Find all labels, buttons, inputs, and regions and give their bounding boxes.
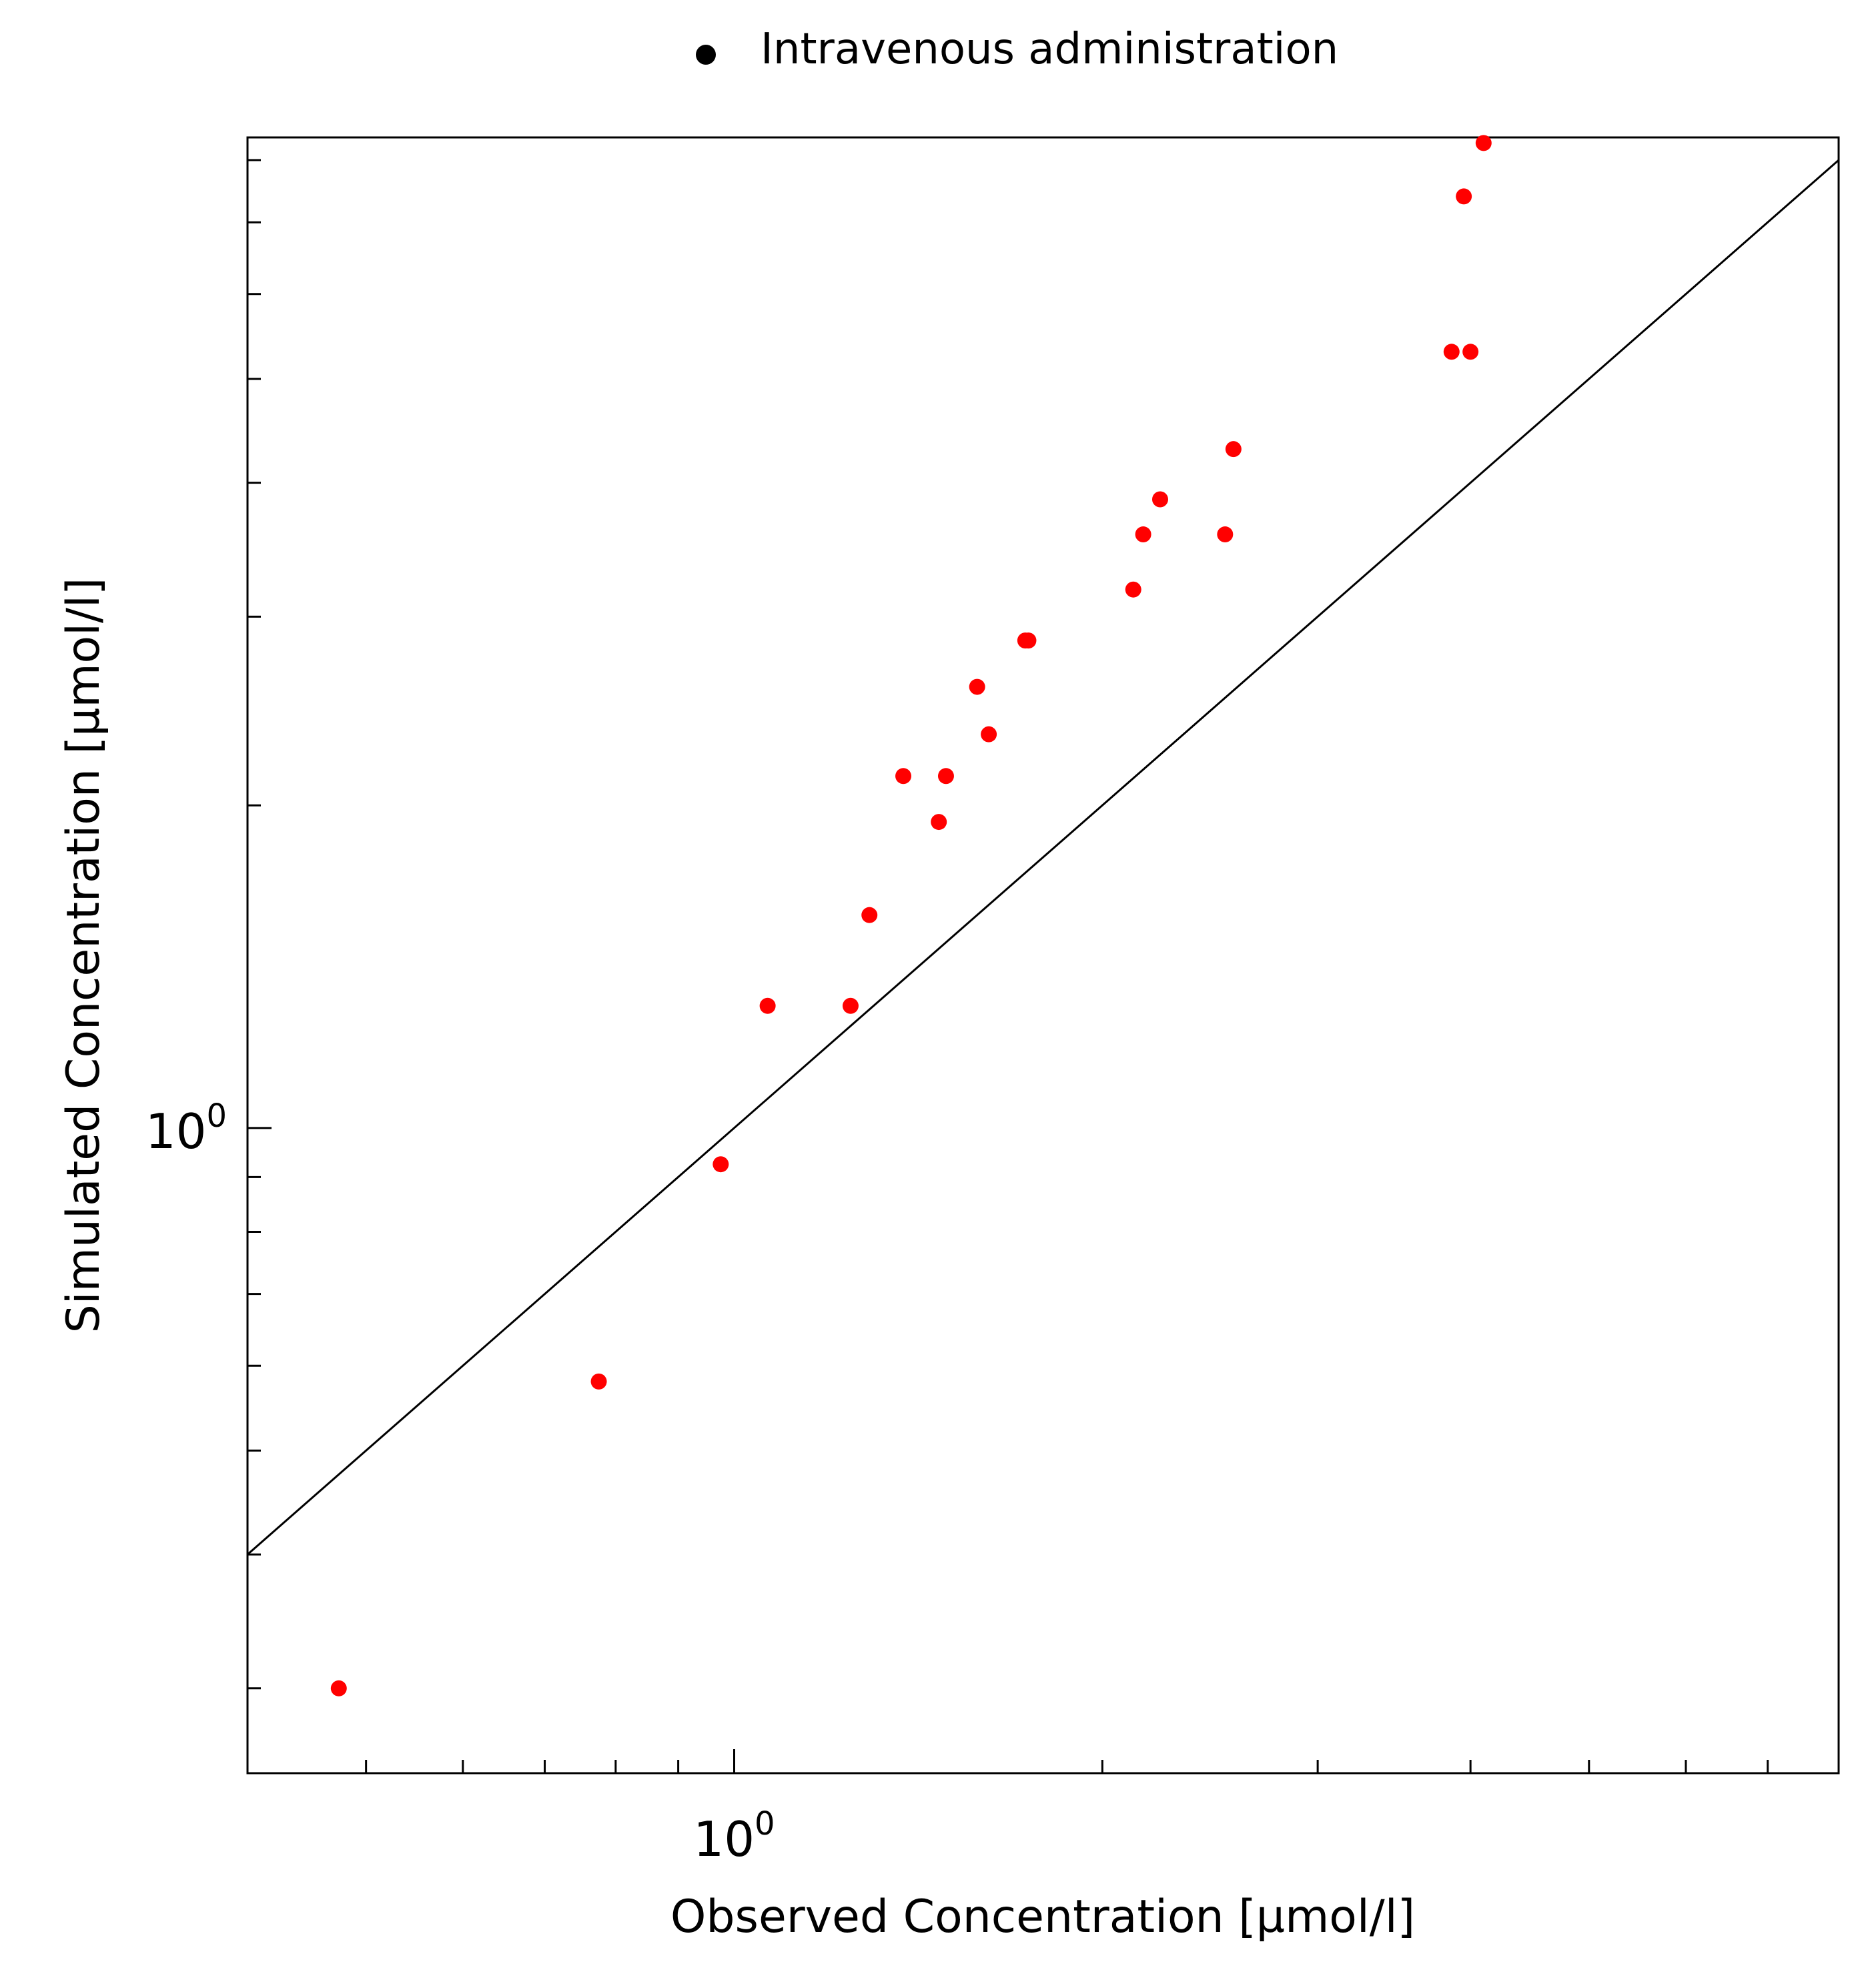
- x-tick-exponent: 0: [755, 1805, 775, 1843]
- data-point: [1125, 581, 1141, 598]
- data-point: [937, 768, 954, 785]
- data-points: [330, 135, 1492, 1696]
- data-point: [969, 678, 985, 695]
- data-point: [759, 997, 776, 1014]
- data-point: [1225, 441, 1242, 458]
- data-point: [1462, 344, 1479, 360]
- data-point: [1456, 188, 1472, 205]
- data-point: [895, 768, 912, 785]
- data-point: [1135, 526, 1151, 543]
- plot-frame: [246, 136, 1840, 1775]
- y-tick-base: 10: [145, 1103, 207, 1159]
- data-point: [330, 1680, 347, 1696]
- data-point: [842, 997, 859, 1014]
- y-axis-ticks: [248, 159, 272, 1690]
- data-point: [1020, 632, 1037, 649]
- y-axis-title: Simulated Concentration [µmol/l]: [57, 578, 110, 1334]
- x-tick-base: 10: [693, 1811, 755, 1867]
- legend-label: Intravenous administration: [761, 25, 1338, 74]
- data-point: [861, 907, 878, 923]
- x-axis-title: Observed Concentration [µmol/l]: [670, 1891, 1415, 1943]
- data-point: [590, 1373, 607, 1390]
- y-tick-exponent: 0: [206, 1097, 227, 1135]
- identity-line: [247, 159, 1839, 1556]
- data-point: [1217, 526, 1234, 543]
- data-point: [931, 814, 947, 831]
- data-point: [713, 1156, 729, 1173]
- data-point: [981, 726, 997, 742]
- y-tick-label: 100: [145, 1097, 227, 1159]
- x-tick-label: 100: [693, 1805, 775, 1867]
- legend-marker: [696, 45, 716, 65]
- legend: Intravenous administration: [696, 25, 1338, 74]
- data-point: [1443, 344, 1460, 360]
- data-point: [1151, 491, 1168, 508]
- data-point: [1475, 135, 1492, 151]
- x-axis-ticks: [246, 1749, 1840, 1773]
